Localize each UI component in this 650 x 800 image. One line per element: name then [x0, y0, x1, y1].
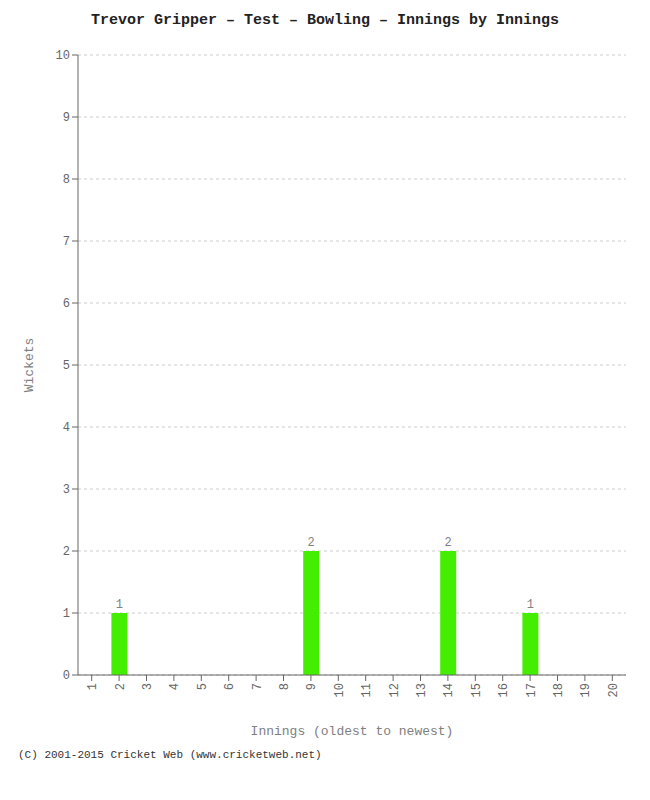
svg-text:14: 14 [442, 683, 456, 697]
svg-text:19: 19 [579, 683, 593, 697]
svg-text:8: 8 [278, 683, 292, 690]
svg-text:2: 2 [308, 536, 315, 550]
svg-text:9: 9 [305, 683, 319, 690]
svg-text:3: 3 [63, 483, 70, 497]
svg-text:5: 5 [63, 359, 70, 373]
svg-text:Wickets: Wickets [22, 338, 37, 393]
svg-text:9: 9 [63, 111, 70, 125]
svg-text:1: 1 [116, 598, 123, 612]
html-text:Trevor Gripper – Test – Bowlin: Trevor Gripper – Test – Bowling – Inning… [91, 12, 559, 29]
svg-text:12: 12 [388, 683, 402, 697]
svg-text:20: 20 [607, 683, 621, 697]
svg-text:1: 1 [63, 607, 70, 621]
svg-text:10: 10 [333, 683, 347, 697]
svg-text:4: 4 [168, 683, 182, 690]
svg-text:13: 13 [415, 683, 429, 697]
svg-text:7: 7 [63, 235, 70, 249]
svg-text:2: 2 [114, 683, 128, 690]
svg-text:2: 2 [63, 545, 70, 559]
svg-text:6: 6 [223, 683, 237, 690]
svg-text:17: 17 [525, 683, 539, 697]
svg-text:16: 16 [497, 683, 511, 697]
svg-text:1: 1 [527, 598, 534, 612]
svg-text:8: 8 [63, 173, 70, 187]
svg-text:10: 10 [56, 49, 70, 63]
svg-text:15: 15 [470, 683, 484, 697]
svg-text:0: 0 [63, 669, 70, 683]
svg-text:4: 4 [63, 421, 70, 435]
svg-text:2: 2 [445, 536, 452, 550]
svg-text:11: 11 [360, 683, 374, 697]
svg-text:6: 6 [63, 297, 70, 311]
svg-text:18: 18 [552, 683, 566, 697]
html-text:(C) 2001-2015 Cricket Web (www: (C) 2001-2015 Cricket Web (www.cricketwe… [18, 749, 322, 761]
svg-text:5: 5 [196, 683, 210, 690]
svg-text:3: 3 [141, 683, 155, 690]
svg-text:Innings (oldest to newest): Innings (oldest to newest) [251, 724, 454, 739]
svg-text:7: 7 [251, 683, 265, 690]
svg-text:1: 1 [86, 683, 100, 690]
